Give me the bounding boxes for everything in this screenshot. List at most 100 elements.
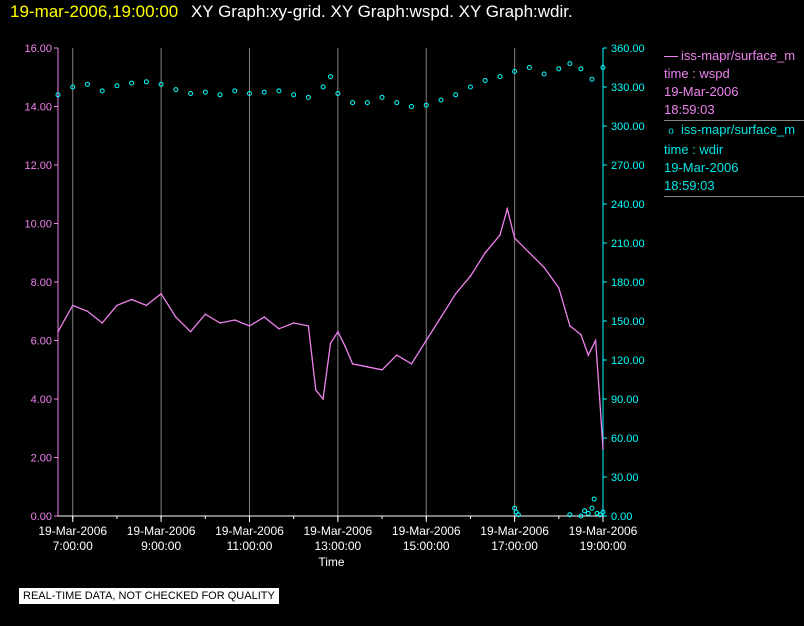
wdir-point: [578, 66, 584, 72]
wspd-point: [543, 266, 545, 269]
left-tick-label-5: 10.00: [24, 219, 52, 231]
time-tick-time-3: 13:00:00: [315, 539, 362, 553]
wdir-point: [188, 91, 194, 96]
wdir-point: [600, 509, 606, 515]
wdir-point: [515, 512, 521, 518]
wspd-point: [351, 363, 354, 365]
right-tick-label-12: 360.00: [611, 43, 645, 55]
wspd-point: [440, 316, 442, 318]
wdir-point: [70, 84, 76, 90]
wspd-point: [381, 368, 383, 371]
time-tick-time-0: 7:00:00: [53, 539, 93, 553]
left-tick-label-8: 16.00: [24, 43, 52, 55]
x-axis-label: Time: [318, 555, 345, 569]
wspd-point: [160, 292, 162, 295]
time-tick-date-3: 19-Mar-2006: [304, 524, 373, 538]
wspd-point: [569, 325, 571, 327]
wdir-point: [320, 84, 326, 90]
wdir-point: [526, 65, 532, 70]
time-tick-date-0: 19-Mar-2006: [38, 524, 107, 538]
right-tick-label-5: 150.00: [611, 316, 645, 328]
legend: iss-mapr/surface_m time : wspd 19-Mar-20…: [664, 47, 804, 197]
wdir-point: [582, 508, 588, 514]
right-tick-label-9: 270.00: [611, 160, 645, 172]
wdir-point: [589, 76, 595, 82]
wdir-point: [158, 81, 164, 87]
wdir-point: [438, 97, 444, 103]
wdir-point: [261, 89, 267, 95]
wspd-point: [307, 325, 310, 327]
wdir-point: [55, 92, 61, 98]
wspd-point: [130, 298, 133, 301]
legend-wspd-date: 19-Mar-2006: [664, 84, 739, 99]
wdir-point: [600, 65, 606, 70]
left-tick-label-4: 8.00: [31, 277, 52, 289]
chart-header: 19-mar-2006,19:00:00 XY Graph:xy-grid. X…: [10, 2, 573, 22]
wspd-point: [145, 304, 148, 307]
wspd-point: [602, 447, 604, 450]
wdir-point: [497, 74, 503, 80]
legend-entry-wspd: iss-mapr/surface_m time : wspd 19-Mar-20…: [664, 47, 804, 121]
time-tick-time-2: 11:00:00: [227, 539, 273, 553]
wdir-point: [305, 94, 311, 100]
wdir-point: [114, 83, 120, 89]
wdir-point: [589, 505, 595, 511]
wspd-point: [513, 237, 516, 239]
wspd-point: [204, 313, 207, 315]
wspd-point: [175, 316, 177, 318]
left-tick-label-2: 4.00: [31, 394, 52, 406]
wdir-point: [217, 92, 223, 98]
right-tick-label-1: 30.00: [611, 472, 639, 484]
wspd-point: [233, 319, 236, 321]
wspd-point: [410, 363, 413, 365]
wdir-point: [556, 66, 562, 72]
quality-notice: REAL-TIME DATA, NOT CHECKED FOR QUALITY: [19, 588, 279, 604]
wdir-point: [512, 68, 518, 74]
wspd-point: [587, 354, 590, 356]
wdir-point: [350, 100, 356, 106]
wspd-point: [580, 333, 582, 336]
wspd-point: [454, 292, 457, 295]
time-tick-date-5: 19-Mar-2006: [480, 524, 549, 538]
wspd-point: [71, 304, 74, 307]
wdir-point: [143, 79, 149, 85]
wdir-point: [585, 510, 591, 516]
wspd-point: [278, 328, 280, 330]
wdir-point: [232, 88, 238, 94]
wdir-point: [202, 89, 208, 95]
graph-titles: XY Graph:xy-grid. XY Graph:wspd. XY Grap…: [190, 2, 573, 21]
wdir-point: [394, 100, 400, 106]
wspd-point: [263, 316, 266, 318]
wdir-point: [567, 61, 573, 67]
legend-wdir-name: o iss-mapr/surface_m: [668, 122, 796, 137]
wdir-point: [423, 102, 429, 108]
wdir-point: [291, 92, 297, 98]
wspd-point: [598, 392, 601, 394]
right-tick-label-8: 240.00: [611, 199, 645, 211]
wspd-point: [248, 325, 251, 327]
wdir-point: [328, 74, 333, 80]
left-tick-label-6: 12.00: [24, 160, 52, 172]
wdir-point: [379, 94, 385, 100]
legend-wspd-time: 18:59:03: [664, 102, 715, 117]
wspd-point: [425, 339, 428, 342]
wdir-point: [567, 512, 573, 518]
wspd-point: [329, 342, 332, 345]
left-tick-label-3: 6.00: [31, 336, 52, 348]
wspd-point: [506, 208, 509, 210]
wdir-point: [246, 91, 252, 96]
wdir-point: [578, 513, 584, 519]
wspd-point: [292, 322, 295, 324]
right-tick-label-6: 180.00: [611, 277, 645, 289]
wdir-point: [99, 88, 105, 94]
wdir-point: [453, 92, 459, 98]
wspd-point: [57, 330, 59, 333]
wdir-point: [409, 104, 415, 109]
time-tick-date-1: 19-Mar-2006: [127, 524, 196, 538]
wdir-point: [84, 81, 90, 87]
wdir-point: [276, 88, 282, 94]
wspd-point: [469, 275, 472, 277]
time-tick-date-4: 19-Mar-2006: [392, 524, 461, 538]
right-tick-label-4: 120.00: [611, 355, 645, 367]
time-tick-date-2: 19-Mar-2006: [215, 524, 284, 538]
